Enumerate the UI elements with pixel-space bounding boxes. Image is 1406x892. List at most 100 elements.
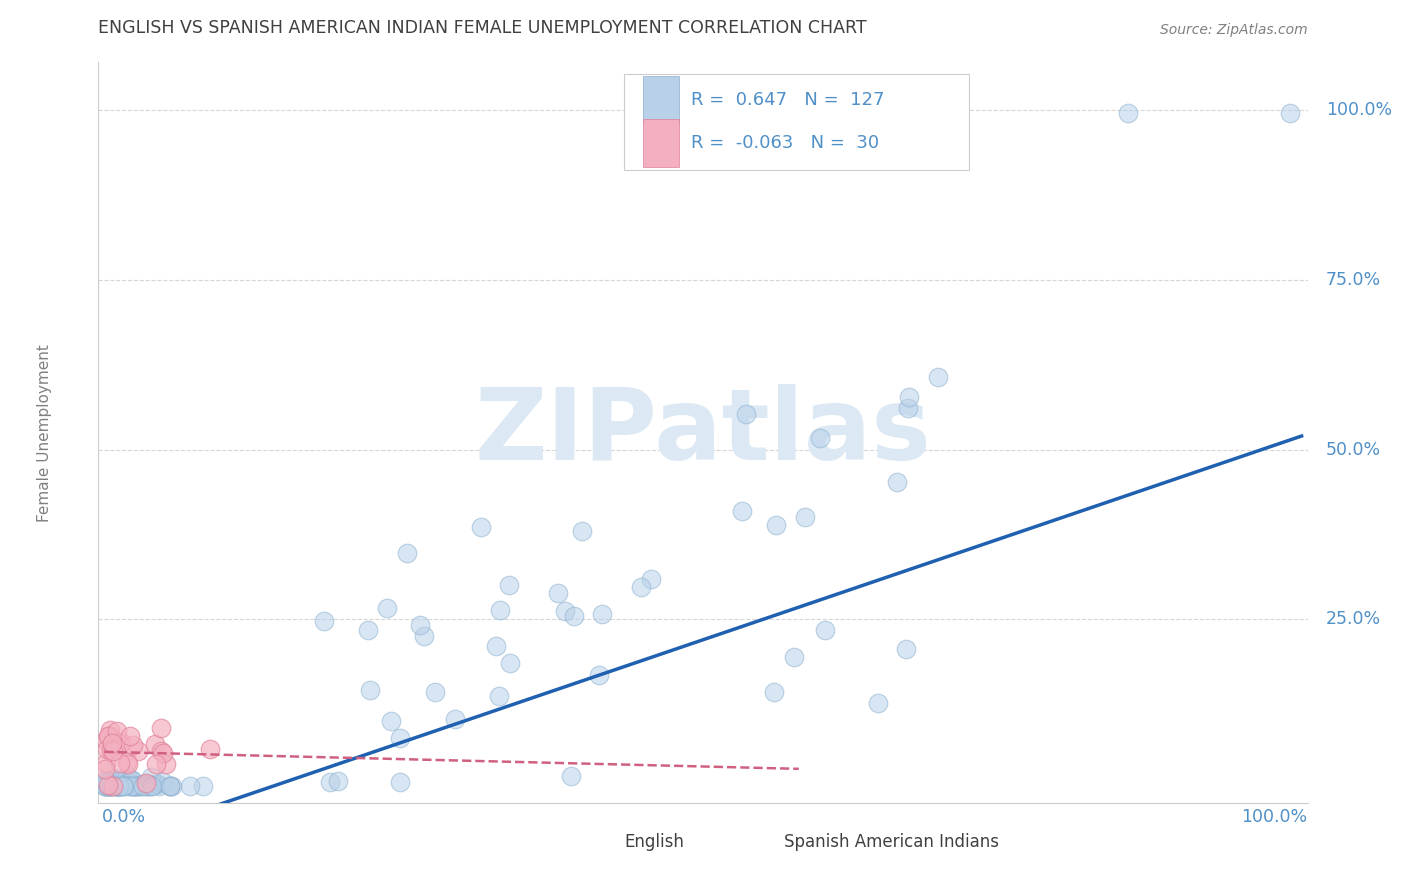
Point [105, 779, 128, 793]
Point [100, 779, 122, 793]
Point [121, 773, 143, 788]
Point [571, 524, 593, 538]
Point [100, 743, 122, 757]
Point [103, 775, 125, 789]
Point [112, 779, 135, 793]
Bar [592, 828, 619, 856]
Point [105, 723, 128, 738]
Point [814, 623, 837, 637]
Point [96, 779, 118, 793]
Point [560, 769, 582, 783]
Point [470, 520, 492, 534]
Point [111, 779, 134, 793]
Point [101, 779, 124, 793]
Point [131, 777, 153, 791]
Point [117, 755, 139, 769]
Point [360, 683, 382, 698]
Point [108, 779, 131, 793]
Point [121, 773, 143, 788]
Point [927, 369, 949, 384]
Bar [643, 119, 679, 167]
Point [100, 779, 122, 793]
Point [547, 586, 569, 600]
Point [443, 712, 465, 726]
Point [388, 775, 411, 789]
Point [121, 779, 143, 793]
Point [396, 546, 419, 560]
Point [98, 729, 121, 743]
Point [389, 731, 412, 745]
Point [425, 684, 447, 698]
Point [380, 714, 402, 728]
Point [731, 504, 754, 518]
Point [110, 779, 132, 793]
Point [630, 580, 652, 594]
Text: R =  0.647   N =  127: R = 0.647 N = 127 [690, 92, 884, 110]
Point [100, 779, 122, 793]
Point [897, 390, 920, 404]
Point [120, 729, 142, 743]
Text: Spanish American Indians: Spanish American Indians [785, 833, 1000, 851]
Point [886, 475, 908, 490]
Point [105, 779, 128, 793]
Point [498, 577, 520, 591]
Point [115, 778, 138, 792]
Point [94, 776, 117, 790]
Text: Source: ZipAtlas.com: Source: ZipAtlas.com [1160, 22, 1308, 37]
Point [121, 738, 143, 752]
Point [141, 779, 163, 793]
Point [105, 779, 128, 793]
Point [159, 779, 181, 793]
Point [489, 603, 512, 617]
Point [150, 744, 173, 758]
Point [118, 779, 141, 793]
Point [128, 779, 150, 793]
Point [326, 773, 349, 788]
Text: 25.0%: 25.0% [1326, 610, 1381, 628]
Point [94, 756, 117, 770]
Text: Female Unemployment: Female Unemployment [37, 343, 52, 522]
Text: ENGLISH VS SPANISH AMERICAN INDIAN FEMALE UNEMPLOYMENT CORRELATION CHART: ENGLISH VS SPANISH AMERICAN INDIAN FEMAL… [98, 19, 868, 37]
Point [485, 639, 508, 653]
Point [562, 609, 585, 624]
Point [122, 779, 145, 793]
Point [124, 779, 146, 793]
Point [148, 777, 170, 791]
Point [108, 737, 131, 751]
Text: R =  -0.063   N =  30: R = -0.063 N = 30 [690, 134, 879, 152]
Point [810, 431, 832, 445]
Point [129, 779, 152, 793]
Point [159, 779, 181, 793]
Point [97, 779, 120, 793]
Point [93, 777, 115, 791]
Point [105, 779, 128, 793]
Point [96, 733, 118, 747]
Point [135, 779, 157, 793]
Point [124, 779, 146, 793]
Point [554, 604, 576, 618]
Point [793, 510, 815, 524]
Point [159, 779, 181, 793]
Bar [751, 828, 778, 856]
Point [132, 779, 155, 793]
Point [1278, 106, 1301, 120]
Point [896, 642, 918, 657]
Point [107, 779, 129, 793]
Point [96, 779, 118, 793]
Point [138, 779, 160, 793]
Point [145, 756, 167, 771]
Point [97, 778, 120, 792]
Point [191, 779, 214, 793]
Point [101, 740, 124, 755]
Point [101, 778, 124, 792]
Point [591, 607, 613, 622]
Point [409, 618, 432, 632]
Point [97, 779, 120, 793]
Point [108, 779, 131, 793]
Point [135, 775, 157, 789]
Point [734, 407, 756, 421]
Point [152, 775, 174, 789]
Point [148, 779, 170, 793]
Point [155, 756, 177, 771]
Point [100, 779, 122, 793]
